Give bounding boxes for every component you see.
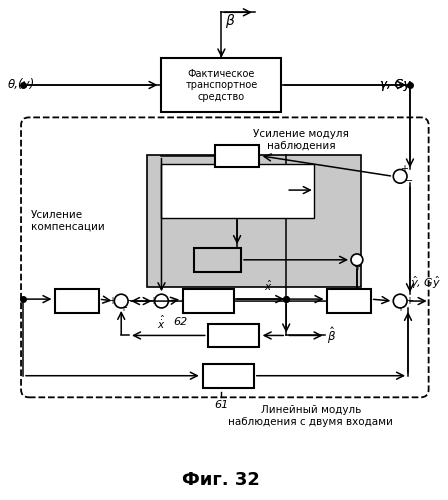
Text: K2: K2: [208, 254, 227, 266]
Text: θ,(v): θ,(v): [7, 78, 34, 92]
Text: Фиг. 32: Фиг. 32: [182, 471, 260, 489]
Bar: [56, 290, 99, 313]
Text: −: −: [166, 296, 175, 306]
Text: 63: 63: [253, 184, 267, 194]
Circle shape: [155, 294, 168, 308]
Text: +: +: [119, 303, 127, 313]
Text: γ, Gy: γ, Gy: [380, 78, 411, 92]
Text: I/s: I/s: [200, 294, 217, 308]
Circle shape: [351, 254, 363, 266]
Text: $\hat{\beta}$: $\hat{\beta}$: [327, 325, 336, 346]
Text: +: +: [400, 164, 408, 174]
Bar: [194, 248, 241, 272]
Text: D: D: [223, 369, 233, 382]
Text: +: +: [396, 303, 404, 313]
Text: Усиление
компенсации: Усиление компенсации: [31, 210, 104, 232]
Text: −: −: [405, 176, 413, 186]
FancyBboxPatch shape: [21, 118, 429, 398]
Bar: [327, 290, 370, 313]
Text: 61: 61: [214, 400, 228, 410]
Text: $\hat{x}$: $\hat{x}$: [264, 279, 273, 293]
Text: B: B: [72, 294, 82, 308]
Text: $\hat{\dot{x}}$: $\hat{\dot{x}}$: [157, 314, 166, 332]
Text: γ, Gy: γ, Gy: [380, 78, 411, 92]
Text: +: +: [149, 296, 157, 306]
Circle shape: [393, 294, 407, 308]
Text: +: +: [108, 296, 116, 306]
Text: $\hat{\gamma}$, G$\hat{y}$: $\hat{\gamma}$, G$\hat{y}$: [410, 275, 441, 291]
Text: C: C: [345, 294, 353, 308]
Text: A: A: [228, 329, 238, 342]
Text: Линейный модуль
наблюдения с двумя входами: Линейный модуль наблюдения с двумя входа…: [228, 405, 393, 427]
Text: β: β: [225, 14, 234, 28]
Text: 62: 62: [173, 317, 188, 327]
Text: Усиление модуля
наблюдения: Усиление модуля наблюдения: [253, 129, 349, 151]
Bar: [207, 324, 258, 347]
Bar: [203, 364, 254, 388]
Circle shape: [393, 170, 407, 183]
Text: K1: K1: [228, 149, 246, 162]
Text: +: +: [353, 262, 361, 272]
Bar: [215, 145, 258, 167]
Bar: [161, 58, 281, 112]
Text: Фактическое
транспортное
средство: Фактическое транспортное средство: [185, 69, 258, 102]
Bar: [183, 290, 234, 313]
Bar: [147, 154, 361, 288]
Circle shape: [114, 294, 128, 308]
Text: −: −: [126, 296, 134, 306]
Text: Модуль компенсации
оценки β: Модуль компенсации оценки β: [182, 180, 293, 202]
Bar: [161, 164, 314, 218]
Text: +: +: [405, 296, 413, 306]
